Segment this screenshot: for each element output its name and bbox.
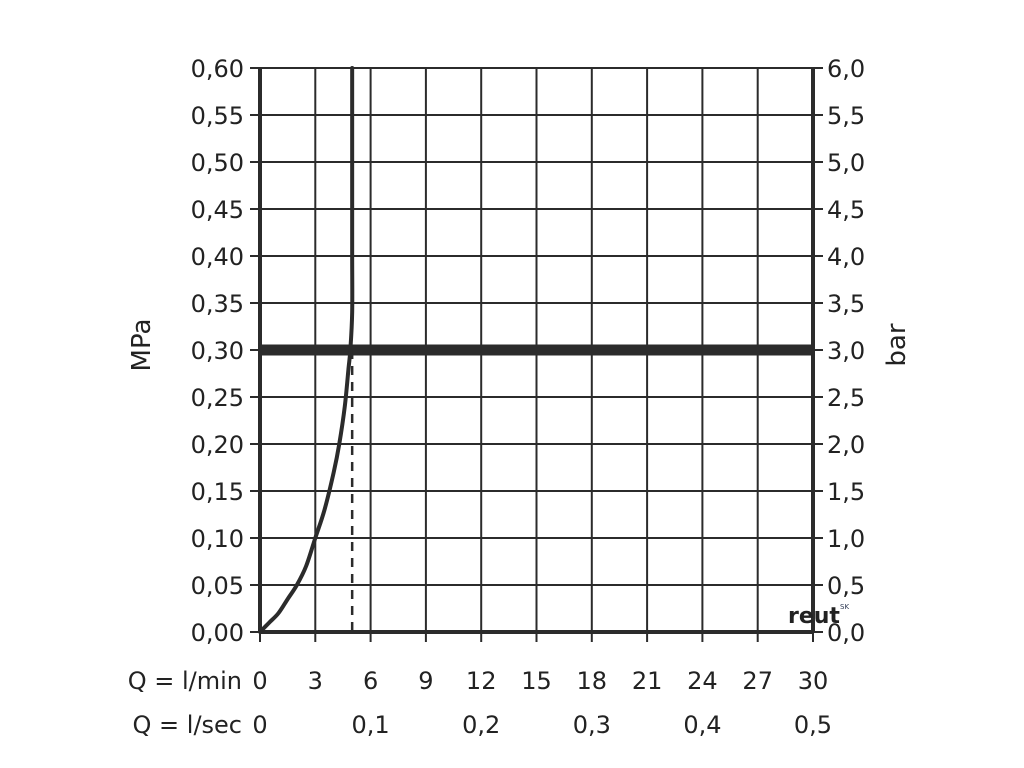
right-tick-label: 4,5 [827, 196, 865, 224]
x-axis-lmin-ticks: 0 3 6 9 12 15 18 21 24 27 30 [252, 632, 828, 695]
watermark-mark: SK [840, 603, 849, 611]
left-tick-label: 0,35 [191, 290, 244, 318]
left-tick-label: 0,55 [191, 102, 244, 130]
x2-tick-label: 0,1 [352, 711, 390, 739]
left-tick-label: 0,05 [191, 572, 244, 600]
x-tick-label: 21 [632, 667, 663, 695]
left-tick-label: 0,40 [191, 243, 244, 271]
x2-tick-label: 0,4 [683, 711, 721, 739]
left-tick-label: 0,60 [191, 55, 244, 83]
left-tick-label: 0,20 [191, 431, 244, 459]
x-tick-label: 0 [252, 667, 267, 695]
x-axis-lmin-label: Q = l/min [128, 667, 242, 695]
right-tick-label: 3,0 [827, 337, 865, 365]
x2-tick-label: 0,2 [462, 711, 500, 739]
x-tick-label: 6 [363, 667, 378, 695]
x2-tick-label: 0,3 [573, 711, 611, 739]
left-tick-label: 0,15 [191, 478, 244, 506]
x-tick-label: 18 [577, 667, 608, 695]
x2-tick-label: 0,5 [794, 711, 832, 739]
right-tick-label: 5,0 [827, 149, 865, 177]
left-axis-label: MPa [127, 319, 157, 372]
x-axis-lsec-ticks: 0 0,1 0,2 0,3 0,4 0,5 [252, 711, 832, 739]
watermark-text: reut [788, 604, 840, 629]
right-tick-label: 4,0 [827, 243, 865, 271]
series-layer [258, 66, 813, 634]
right-tick-label: 0,5 [827, 572, 865, 600]
left-tick-label: 0,10 [191, 525, 244, 553]
right-axis-label: bar [882, 323, 912, 366]
right-tick-label: 1,0 [827, 525, 865, 553]
left-tick-label: 0,30 [191, 337, 244, 365]
right-tick-label: 1,5 [827, 478, 865, 506]
x-tick-label: 15 [521, 667, 552, 695]
x2-tick-label: 0 [252, 711, 267, 739]
right-axis-ticks: 0,0 0,5 1,0 1,5 2,0 2,5 3,0 3,5 4,0 4,5 5,0 5,5 6,0 [813, 55, 865, 647]
flow-curve [258, 66, 355, 634]
right-tick-label: 2,5 [827, 384, 865, 412]
x-tick-label: 12 [466, 667, 497, 695]
x-tick-label: 3 [308, 667, 323, 695]
left-tick-label: 0,25 [191, 384, 244, 412]
right-tick-label: 3,5 [827, 290, 865, 318]
right-tick-label: 2,0 [827, 431, 865, 459]
x-tick-label: 30 [798, 667, 829, 695]
left-tick-label: 0,45 [191, 196, 244, 224]
x-tick-label: 27 [742, 667, 773, 695]
x-axis-lsec-label: Q = l/sec [133, 711, 242, 739]
left-axis-ticks: 0,00 0,05 0,10 0,15 0,20 0,25 0,30 0,35 0,40 0,45… [191, 55, 260, 647]
left-tick-label: 0,50 [191, 149, 244, 177]
left-tick-label: 0,00 [191, 619, 244, 647]
right-tick-label: 6,0 [827, 55, 865, 83]
watermark-logo: reut SK [788, 603, 849, 629]
right-tick-label: 5,5 [827, 102, 865, 130]
x-tick-label: 24 [687, 667, 718, 695]
right-tick-label: 0,0 [827, 619, 865, 647]
x-tick-label: 9 [418, 667, 433, 695]
